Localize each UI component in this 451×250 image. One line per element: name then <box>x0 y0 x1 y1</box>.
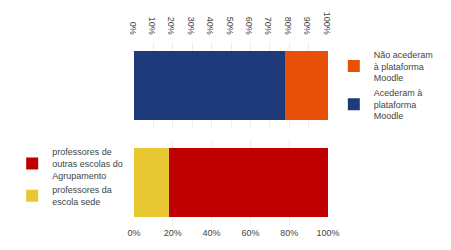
svg-text:30%: 30% <box>186 17 196 35</box>
svg-text:professores deoutras escolas d: professores deoutras escolas doAgrupamen… <box>52 147 123 180</box>
svg-text:0%: 0% <box>128 22 138 35</box>
svg-text:20%: 20% <box>164 228 182 238</box>
svg-text:80%: 80% <box>283 17 293 35</box>
svg-text:40%: 40% <box>205 17 215 35</box>
svg-text:90%: 90% <box>302 17 312 35</box>
svg-text:10%: 10% <box>147 17 157 35</box>
svg-text:Acederam àplataformaMoodle: Acederam àplataformaMoodle <box>374 88 423 121</box>
svg-text:60%: 60% <box>244 17 254 35</box>
svg-text:40%: 40% <box>203 228 221 238</box>
svg-text:Não acederamà plataformaMoodle: Não acederamà plataformaMoodle <box>374 50 433 83</box>
svg-text:professores daescola sede: professores daescola sede <box>52 185 112 207</box>
svg-text:100%: 100% <box>322 12 332 35</box>
svg-text:50%: 50% <box>225 17 235 35</box>
svg-text:70%: 70% <box>263 17 273 35</box>
svg-text:100%: 100% <box>316 228 339 238</box>
svg-text:0%: 0% <box>127 228 140 238</box>
svg-text:60%: 60% <box>241 228 259 238</box>
svg-text:20%: 20% <box>166 17 176 35</box>
svg-text:80%: 80% <box>280 228 298 238</box>
